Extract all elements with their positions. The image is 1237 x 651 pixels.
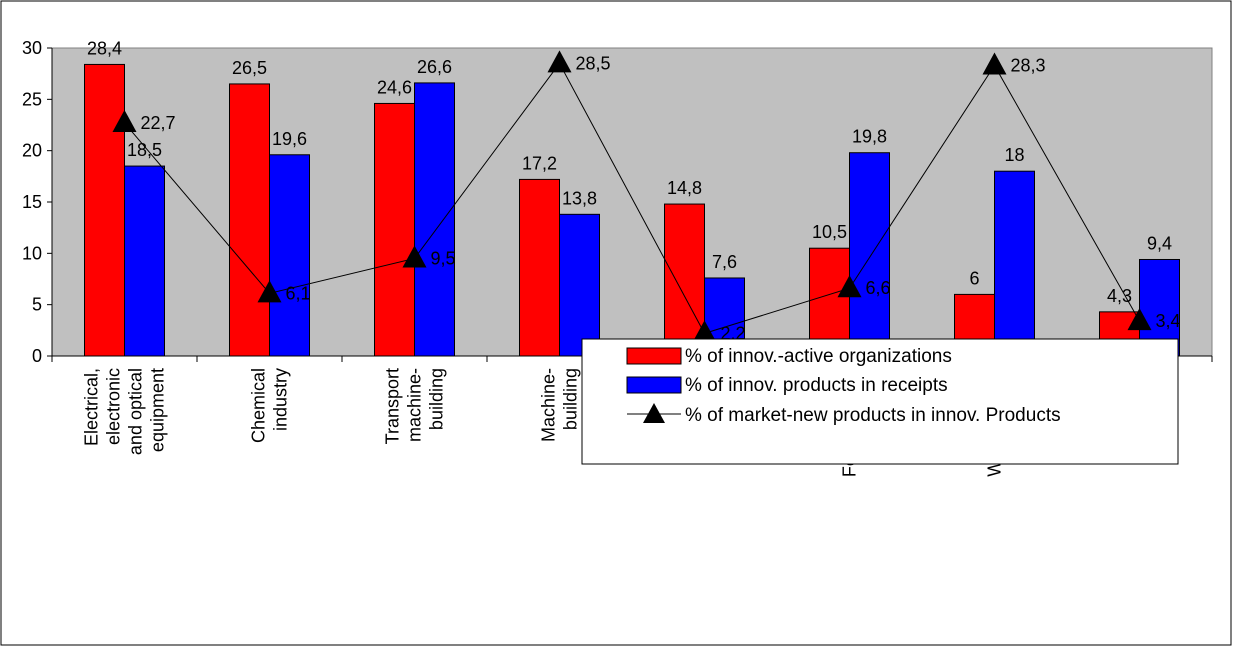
category-label: building (561, 368, 581, 430)
triangle-marker-icon (643, 403, 665, 423)
data-labels: 28,4 18,5 22,7 26,5 19,6 6,1 24,626,6 9,5 17,213… (87, 38, 1181, 343)
data-label-market-new: 3,4 (1156, 311, 1181, 331)
data-label-innov-products: 26,6 (417, 57, 452, 77)
data-label-market-new: 9,5 (431, 248, 456, 268)
bar-innov-active (229, 83, 270, 357)
data-label-market-new: 22,7 (141, 113, 176, 133)
y-tick-label: 10 (22, 243, 42, 263)
category-label: and optical (126, 368, 146, 455)
data-label-market-new: 6,6 (866, 278, 891, 298)
data-label-innov-products: 19,6 (272, 129, 307, 149)
data-label-market-new: 28,5 (576, 53, 611, 73)
bar-innov-products (414, 82, 455, 357)
y-axis: 0 5 10 15 20 25 30 (22, 38, 53, 366)
data-label-innov-active: 26,5 (232, 58, 267, 78)
category-label: building (427, 368, 447, 430)
legend-label: % of innov. products in receipts (685, 375, 948, 396)
bar-innov-products (559, 213, 600, 357)
category-label: equipment (148, 368, 168, 452)
triangle-marker (692, 320, 717, 343)
data-label-innov-active: 17,2 (522, 153, 557, 173)
data-label-innov-products: 18 (1004, 145, 1024, 165)
legend-swatch-blue (626, 376, 682, 394)
data-label-market-new: 6,1 (286, 283, 311, 303)
series-line (124, 62, 1140, 335)
data-label-innov-active: 14,8 (667, 178, 702, 198)
y-tick-label: 5 (32, 295, 42, 315)
legend-item-organizations: % of innov.-active organizations (626, 346, 952, 367)
data-label-innov-products: 18,5 (127, 140, 162, 160)
y-tick-label: 20 (22, 141, 42, 161)
bar-innov-products (994, 170, 1035, 357)
data-label-market-new: 2,2 (721, 323, 746, 343)
data-label-innov-active: 10,5 (812, 222, 847, 242)
data-label-innov-active: 4,3 (1107, 286, 1132, 306)
bar-innov-active (84, 63, 125, 357)
data-label-innov-active: 6 (969, 268, 979, 288)
triangle-marker (257, 280, 282, 303)
y-tick-label: 0 (32, 346, 42, 366)
data-label-innov-products: 19,8 (852, 127, 887, 147)
triangle-marker (402, 245, 427, 268)
data-label-innov-products: 13,8 (562, 188, 597, 208)
category-label: Machine- (539, 368, 559, 442)
plot-area (51, 47, 1213, 357)
triangle-marker (982, 52, 1007, 75)
triangle-marker (547, 50, 572, 73)
bar-innov-products (269, 154, 310, 357)
y-tick-label: 15 (22, 192, 42, 212)
triangle-marker (1127, 308, 1152, 331)
category-label: Chemical (249, 368, 269, 443)
bar-innov-products (849, 152, 890, 357)
data-label-innov-active: 24,6 (377, 77, 412, 97)
triangle-marker (112, 109, 137, 132)
category-label: Electrical, (82, 368, 102, 446)
bar-innov-active (374, 102, 415, 357)
category-label: Transport (383, 368, 403, 444)
y-tick-label: 25 (22, 89, 42, 109)
bar-innov-products (124, 165, 165, 357)
data-label-innov-products: 7,6 (712, 252, 737, 272)
data-label-market-new: 28,3 (1011, 55, 1046, 75)
y-tick-label: 30 (22, 38, 42, 58)
bar-innov-active (809, 247, 850, 357)
legend-item-products: % of innov. products in receipts (626, 375, 948, 396)
category-label: industry (271, 368, 291, 431)
legend-swatch-red (626, 347, 682, 365)
legend-item-market-new: % of market-new products in innov. Produ… (627, 403, 1061, 426)
legend-label: % of innov.-active organizations (685, 346, 952, 367)
bar-innov-active (519, 178, 560, 357)
triangle-marker (837, 275, 862, 298)
line-series (112, 50, 1152, 343)
data-label-innov-products: 9,4 (1147, 233, 1172, 253)
legend-label: % of market-new products in innov. Produ… (685, 405, 1061, 426)
category-label: electronic (104, 368, 124, 445)
category-label: machine- (405, 368, 425, 442)
data-label-innov-active: 28,4 (87, 38, 122, 58)
legend: % of innov.-active organizations % of in… (581, 338, 1179, 465)
